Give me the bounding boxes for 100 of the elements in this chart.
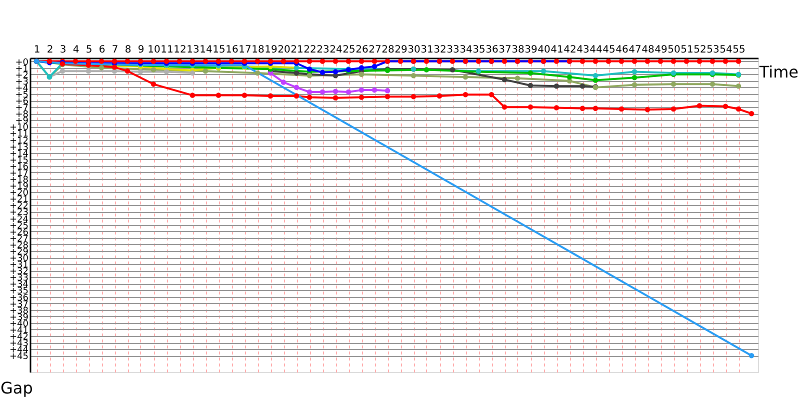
point [644,107,650,112]
point [306,58,312,64]
point [632,74,638,80]
x-tick-label: 22 [304,44,316,56]
point [462,74,468,80]
x-tick-label: 16 [226,44,238,56]
x-tick-label: 7 [112,44,118,56]
x-tick-label: 49 [654,44,668,56]
point [72,58,78,64]
point [736,83,742,89]
point [358,94,364,100]
x-tick-label: 36 [486,44,498,56]
point [748,353,754,358]
point [592,58,598,64]
x-tick-label: 30 [408,44,420,56]
point [384,88,390,94]
point [372,58,378,64]
point [462,92,468,98]
point [528,104,534,110]
point [254,58,260,64]
x-tick-label: 38 [512,44,524,56]
point [124,68,130,74]
point [748,110,754,116]
point [696,58,702,64]
point [358,72,364,77]
point [424,58,430,64]
x-tick-label: 46 [616,44,628,56]
point [502,104,508,110]
point [294,70,300,76]
x-tick-label: 48 [642,44,654,56]
x-tick-label: 37 [498,44,512,56]
x-tick-label: 19 [264,44,278,56]
point [150,82,156,87]
x-tick-label: 14 [200,44,212,56]
point [332,58,338,64]
x-tick-label: 21 [290,44,304,56]
x-tick-label: 31 [420,44,434,56]
point [306,89,312,95]
x-tick-label: 40 [538,44,550,56]
point [254,70,260,76]
x-tick-label: 28 [382,44,394,56]
point [450,67,456,72]
point [202,68,208,74]
point [280,80,286,85]
x-tick-label: 1 [34,44,40,56]
point [294,84,300,90]
point [424,67,430,72]
x-tick-label: 35 [472,44,486,56]
x-tick-label: 18 [252,44,264,56]
point [372,87,378,93]
point [554,105,560,110]
point [190,70,196,76]
point [528,58,534,64]
point [644,58,650,64]
point [528,70,534,76]
point [606,58,612,64]
point [488,92,494,98]
point [320,89,326,95]
x-tick-label: 27 [368,44,382,56]
point [450,58,456,64]
x-tick-label: 8 [124,44,132,56]
point [580,58,586,64]
point [216,92,222,98]
x-tick-label: 44 [590,44,602,56]
point [502,58,508,64]
y-tick-label: +45 [10,352,28,362]
point [190,92,196,98]
point [566,74,572,80]
x-tick-label: 25 [342,44,356,56]
point [670,106,676,112]
point [618,58,624,64]
point [138,69,144,74]
point [358,58,364,64]
x-tick-label: 43 [576,44,590,56]
x-tick-label: 12 [174,44,186,56]
point [632,69,638,74]
point [554,83,560,89]
x-tick-label: 29 [394,44,408,56]
point [514,76,520,81]
x-tick-label: 41 [550,44,564,56]
point [502,76,508,82]
point [722,104,728,110]
point [592,106,598,112]
point [176,58,182,64]
point [696,103,702,108]
x-tick-label: 23 [316,44,330,56]
point [306,66,312,72]
x-tick-label: 53 [706,44,720,56]
point [86,68,92,74]
point [280,58,286,64]
x-tick-label: 47 [628,44,642,56]
point [736,58,742,64]
point [632,82,638,88]
point [332,88,338,94]
point [320,58,326,64]
point [306,94,312,100]
x-tick-label: 6 [98,44,106,56]
point [410,73,416,78]
point [670,82,676,87]
x-tick-label: 42 [564,44,576,56]
